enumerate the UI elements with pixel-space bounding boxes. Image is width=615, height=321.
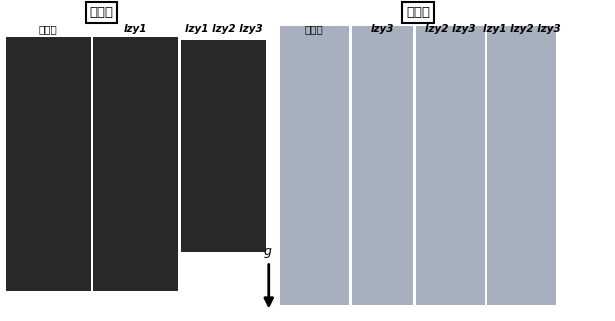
Text: 野生型: 野生型 (305, 24, 323, 34)
Bar (416, 26, 485, 305)
Bar (280, 26, 349, 305)
Text: 地下部: 地下部 (406, 6, 430, 19)
Text: lzy1 lzy2 lzy3: lzy1 lzy2 lzy3 (185, 24, 263, 34)
Text: lzy1 lzy2 lzy3: lzy1 lzy2 lzy3 (483, 24, 560, 34)
Bar (6, 37, 91, 291)
Bar (93, 37, 178, 291)
Text: lzy1: lzy1 (124, 24, 148, 34)
Text: lzy3: lzy3 (371, 24, 394, 34)
Text: g: g (264, 246, 271, 258)
Text: 地上部: 地上部 (89, 6, 114, 19)
Text: 野生型: 野生型 (39, 24, 57, 34)
Text: lzy2 lzy3: lzy2 lzy3 (425, 24, 475, 34)
Bar (181, 40, 266, 252)
Bar (487, 26, 556, 305)
Bar (352, 26, 413, 305)
